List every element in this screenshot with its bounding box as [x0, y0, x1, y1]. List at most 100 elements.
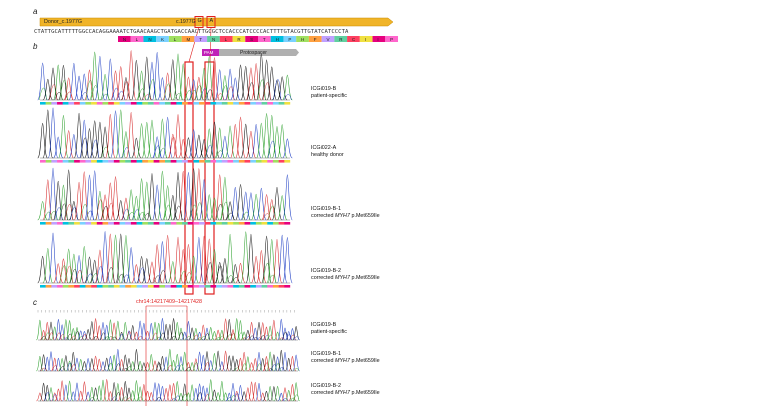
trace-peak — [198, 235, 210, 284]
trace-secondary-peak — [196, 337, 203, 341]
genomic-coordinate: chr14:14217409–14217428 — [136, 299, 202, 305]
trace-secondary-peak — [256, 337, 263, 341]
quality-band-segment — [199, 160, 205, 163]
quality-band-segment — [238, 285, 245, 288]
trace-peak — [89, 120, 100, 159]
quality-band-segment — [182, 285, 188, 288]
quality-band-segment — [62, 222, 69, 225]
trace-secondary-peak — [156, 336, 162, 341]
quality-band-segment — [147, 102, 154, 105]
trace-peak — [89, 170, 100, 221]
trace-secondary-peak — [263, 362, 270, 372]
quality-band-segment — [261, 222, 268, 225]
connector-line-2 — [209, 26, 212, 63]
aa-letter: P — [288, 37, 291, 42]
trace-secondary-peak — [48, 332, 55, 341]
trace-peak — [105, 114, 116, 159]
quality-band-segment — [159, 102, 166, 105]
quality-band-segment — [130, 222, 137, 225]
sample-desc: corrected MYH7 p.Met659Ile — [311, 212, 380, 219]
trace-secondary-peak — [59, 79, 68, 101]
quality-band-segment — [51, 222, 58, 225]
quality-band-segment — [233, 102, 240, 105]
trace-peak — [157, 118, 168, 159]
trace-peak — [69, 391, 77, 402]
quality-band-segment — [244, 102, 251, 105]
trace-peak — [53, 263, 64, 284]
aa-letter: N — [123, 37, 126, 42]
quality-band-segment — [244, 160, 251, 163]
trace-secondary-peak — [216, 93, 224, 101]
quality-band-segment — [51, 285, 58, 288]
trace-peak — [245, 67, 257, 101]
quality-band-segment — [142, 222, 149, 225]
trace-peak — [180, 351, 189, 372]
protospacer-label: Protospacer — [240, 49, 267, 56]
quality-band-segment — [91, 222, 98, 225]
highlight-box-2 — [204, 61, 215, 295]
trace-peak — [184, 392, 193, 402]
trace-secondary-peak — [184, 90, 193, 101]
trace-peak — [276, 76, 288, 101]
trace-secondary-peak — [38, 87, 47, 101]
quality-band-segment — [210, 285, 217, 288]
quality-band-segment — [267, 222, 274, 225]
trace-peak — [131, 137, 142, 159]
trace-secondary-peak — [282, 397, 289, 402]
trace-peak — [58, 115, 69, 159]
sample-label-b1: ICGi019-B patient-specific — [311, 86, 347, 99]
quality-band-segment — [250, 160, 257, 163]
trace-peak — [282, 74, 293, 101]
trace-secondary-peak — [170, 398, 177, 402]
trace-secondary-peak — [204, 362, 211, 372]
trace-secondary-peak — [241, 363, 248, 372]
protospacer-bar — [219, 49, 299, 56]
trace-secondary-peak — [283, 94, 292, 101]
quality-band-segment — [170, 285, 177, 288]
quality-band-segment — [62, 160, 69, 163]
quality-band-segment — [113, 102, 120, 105]
trace-peak — [198, 67, 210, 101]
quality-band-segment — [255, 160, 262, 163]
trace-peak — [37, 255, 48, 284]
sample-id: ICGi019-B-1 — [311, 206, 341, 212]
trace-peak — [188, 384, 196, 402]
trace-peak — [166, 324, 174, 341]
trace-secondary-peak — [263, 335, 270, 341]
trace-peak — [172, 114, 184, 159]
trace-secondary-peak — [44, 211, 52, 221]
sample-id: ICGi019-B-2 — [311, 383, 341, 389]
aa-letter: H — [276, 37, 279, 42]
trace-peak — [235, 262, 246, 284]
quality-band-segment — [182, 222, 188, 225]
trace-secondary-peak — [106, 202, 115, 221]
quality-band-segment — [125, 222, 132, 225]
trace-secondary-peak — [267, 368, 274, 372]
trace-peak — [225, 318, 234, 341]
trace-secondary-peak — [156, 396, 162, 402]
trace-secondary-peak — [54, 207, 63, 221]
trace-peak — [80, 361, 89, 372]
quality-band-segment — [102, 102, 109, 105]
quality-band-segment — [159, 285, 166, 288]
trace-secondary-peak — [242, 211, 250, 221]
trace-peak — [214, 69, 225, 101]
quality-band-segment — [119, 285, 126, 288]
trace-peak — [125, 189, 137, 221]
trace-peak — [136, 123, 147, 159]
quality-band-segment — [165, 285, 171, 288]
trace-secondary-peak — [81, 334, 88, 341]
quality-band-segment — [216, 285, 223, 288]
quality-band-segment — [210, 102, 217, 105]
aa-block — [168, 36, 182, 42]
trace-secondary-peak — [85, 80, 94, 101]
trace-secondary-peak — [204, 393, 211, 402]
trace-secondary-peak — [189, 204, 198, 221]
quality-band-segment — [57, 222, 63, 225]
quality-band-segment — [159, 222, 166, 225]
sample-desc: corrected MYH7 p.Met659Ile — [311, 357, 380, 364]
aa-block — [232, 36, 246, 42]
trace-peak — [282, 237, 293, 284]
trace-secondary-peak — [268, 140, 276, 159]
trace-secondary-peak — [179, 270, 188, 284]
